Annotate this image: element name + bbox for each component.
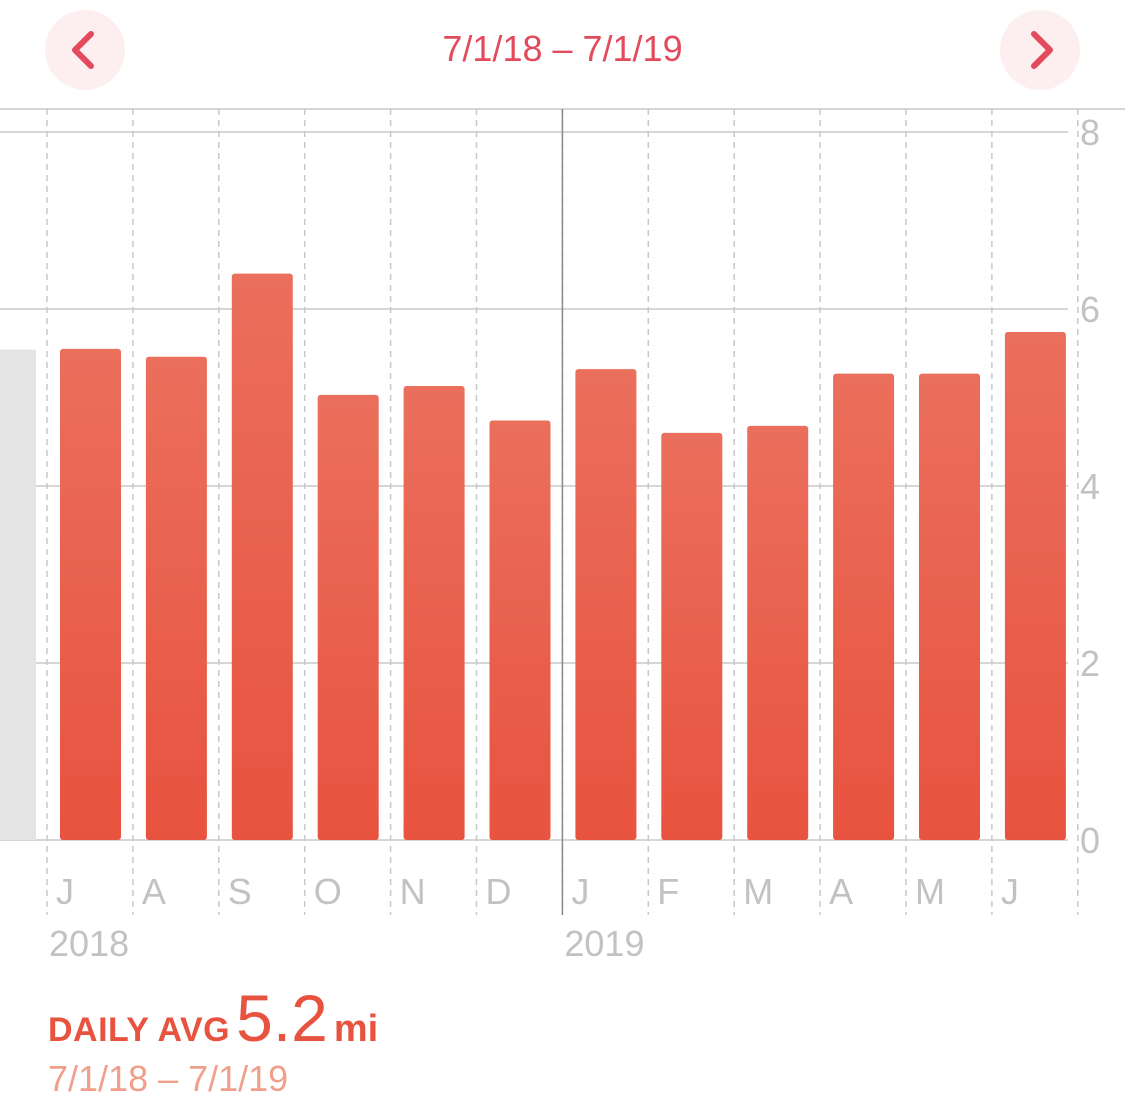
month-label: J xyxy=(1001,871,1019,912)
month-label: O xyxy=(314,871,342,912)
monthly-bar-chart[interactable]: 0 2 4 6 8 J A S O N D J F M A M J 2018 2019 xyxy=(0,0,1125,970)
bar-9[interactable] xyxy=(833,373,895,840)
bar-5[interactable] xyxy=(489,420,551,840)
chevron-right-icon xyxy=(1031,31,1053,69)
previous-range-button[interactable] xyxy=(45,10,125,90)
bar-10[interactable] xyxy=(919,373,980,840)
daily-average-range: 7/1/18 – 7/1/19 xyxy=(48,1058,289,1099)
date-range-title: 7/1/18 – 7/1/19 xyxy=(442,28,683,69)
bar-8[interactable] xyxy=(747,425,809,840)
y-tick-label: 2 xyxy=(1080,643,1100,684)
y-tick-label: 6 xyxy=(1080,289,1100,330)
chart-bars xyxy=(0,273,1066,841)
y-tick-label: 8 xyxy=(1080,112,1100,153)
bar-4[interactable] xyxy=(403,385,465,840)
daily-average-unit: mi xyxy=(333,1008,379,1050)
month-label: J xyxy=(56,871,74,912)
bar-6[interactable] xyxy=(575,369,637,840)
bar-previous-partial xyxy=(0,349,36,840)
y-tick-label: 4 xyxy=(1080,466,1100,507)
month-label: A xyxy=(142,871,166,912)
daily-average: DAILY AVG5.2 mi xyxy=(48,980,379,1055)
month-label: A xyxy=(829,871,853,912)
bar-2[interactable] xyxy=(231,273,293,841)
bar-0[interactable] xyxy=(60,348,121,840)
month-label: M xyxy=(915,871,945,912)
bar-11[interactable] xyxy=(1004,332,1066,840)
year-label: 2019 xyxy=(564,923,644,964)
month-label: F xyxy=(657,871,679,912)
month-label: M xyxy=(743,871,773,912)
daily-average-value: 5.2 xyxy=(236,981,328,1055)
bar-7[interactable] xyxy=(661,432,723,840)
daily-average-label: DAILY AVG xyxy=(48,1011,231,1049)
year-label: 2018 xyxy=(49,923,129,964)
month-label: N xyxy=(400,871,426,912)
chart-labels: 0 2 4 6 8 J A S O N D J F M A M J 2018 2019 xyxy=(49,112,1100,964)
y-tick-label: 0 xyxy=(1080,820,1100,861)
month-label: D xyxy=(486,871,512,912)
bar-1[interactable] xyxy=(145,356,207,840)
month-label: J xyxy=(571,871,589,912)
month-label: S xyxy=(228,871,252,912)
bar-3[interactable] xyxy=(317,394,379,840)
chevron-left-icon xyxy=(72,31,94,69)
next-range-button[interactable] xyxy=(1000,10,1080,90)
